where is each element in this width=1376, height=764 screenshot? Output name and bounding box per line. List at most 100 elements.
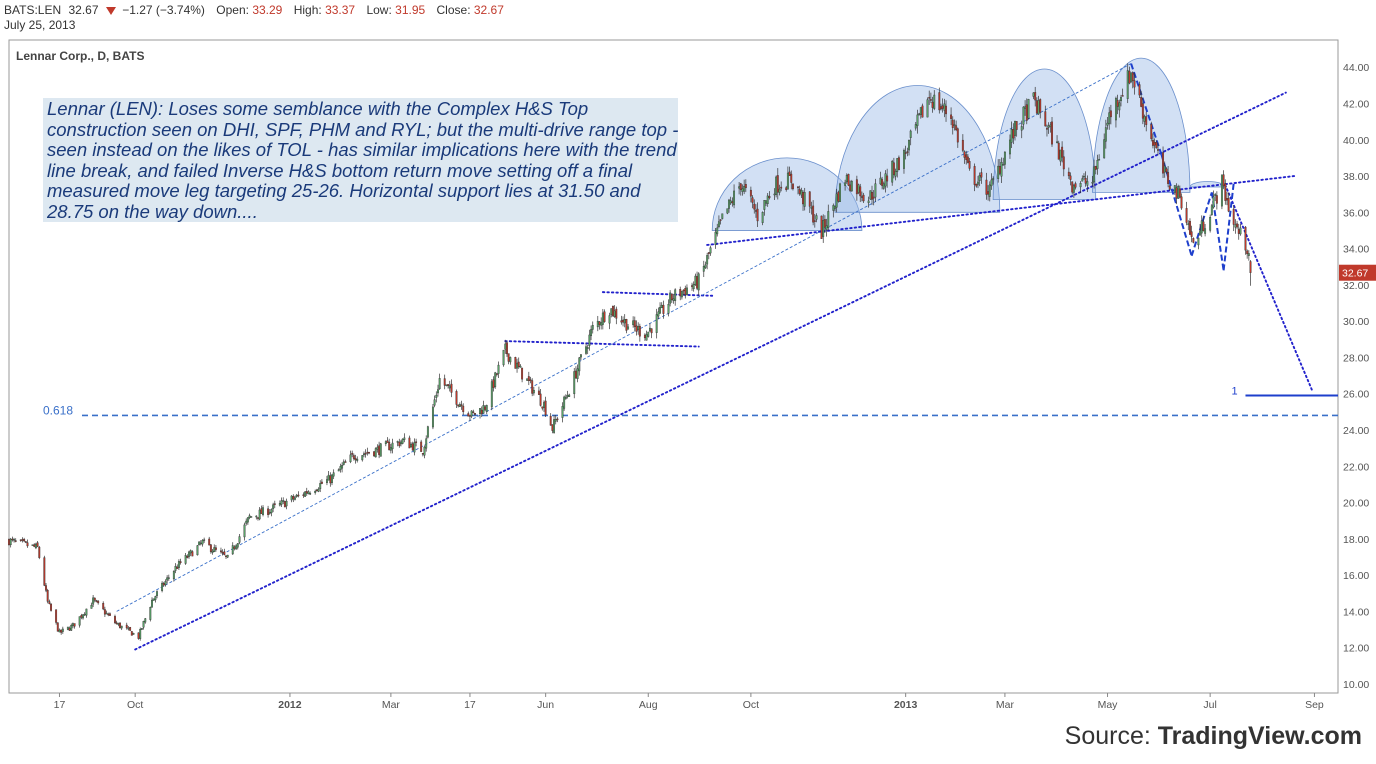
candle-body [1032, 92, 1035, 97]
candle-body [297, 494, 300, 497]
candle-body [408, 437, 411, 449]
candle-body [166, 577, 169, 581]
candle-body [384, 441, 387, 445]
candle-body [526, 378, 529, 381]
inner-channel-line [116, 63, 1132, 612]
candle-body [633, 320, 636, 327]
candle-body [327, 474, 330, 481]
candle-body [847, 174, 850, 186]
candle-body [638, 325, 641, 337]
y-tick-label: 36.00 [1343, 207, 1369, 219]
candle-body [625, 319, 628, 331]
candle-body [1199, 230, 1202, 236]
candle-body [739, 183, 742, 190]
candle-body [850, 181, 853, 192]
candle-body [1190, 231, 1193, 237]
candle-body [474, 413, 476, 415]
high-label: High: [293, 3, 322, 17]
candle-body [309, 493, 312, 495]
candle-body [537, 390, 540, 395]
candle-body [1118, 102, 1121, 111]
candle-body [1197, 237, 1200, 246]
candle-body [692, 284, 695, 290]
candle-body [709, 247, 712, 254]
candle-body [295, 494, 298, 497]
y-tick-label: 20.00 [1343, 498, 1369, 510]
candle-body [231, 545, 234, 555]
candle-body [320, 481, 323, 484]
candle-body [225, 555, 227, 557]
candle-body [1003, 151, 1006, 165]
candle-body [363, 453, 365, 456]
candle-body [250, 516, 253, 518]
candle-body [60, 629, 63, 633]
candle-body [267, 508, 270, 515]
candle-body [1037, 100, 1040, 115]
candle-body [1140, 97, 1143, 107]
candle-body [564, 397, 567, 399]
candle-body [480, 409, 483, 414]
candle-body [262, 507, 264, 515]
candle-body [1128, 70, 1131, 84]
candle-body [1237, 229, 1240, 234]
candle-body [780, 186, 783, 189]
candle-body [990, 179, 993, 187]
candle-body [243, 524, 246, 538]
candle-body [578, 357, 581, 372]
candle-body [415, 441, 418, 443]
candle-body [585, 346, 587, 354]
candle-body [657, 311, 660, 317]
candle-body [423, 446, 426, 456]
candle-body [961, 139, 964, 151]
candle-body [731, 201, 734, 204]
candle-body [108, 613, 111, 616]
candle-body [83, 613, 86, 616]
candle-body [55, 609, 58, 623]
candle-body [140, 628, 143, 630]
candle-body [977, 181, 979, 185]
candle-body [707, 252, 710, 254]
candle-body [738, 186, 741, 189]
candle-body [156, 591, 158, 596]
candle-body [314, 491, 317, 493]
candle-body [1000, 161, 1003, 177]
candle-body [815, 215, 818, 220]
candle-body [1226, 198, 1228, 201]
candle-body [1141, 103, 1144, 119]
x-tick-label: Jun [537, 699, 554, 711]
candle-body [105, 612, 108, 615]
candle-body [376, 446, 379, 450]
candle-body [1116, 100, 1119, 107]
candle-body [1056, 141, 1059, 144]
candle-body [1093, 166, 1096, 183]
candle-body [172, 571, 175, 580]
candle-body [114, 616, 116, 623]
axes-layer: 10.00 12.00 14.00 16.00 18.00 20.00 22.00 24.00… [54, 62, 1376, 711]
candle-body [129, 626, 132, 631]
candle-body [733, 190, 736, 206]
candle-body [90, 604, 93, 609]
trendlines-layer: 0.618 1 [43, 63, 1338, 651]
candle-body [50, 603, 53, 611]
y-tick-label: 38.00 [1343, 171, 1369, 183]
candle-body [484, 406, 487, 410]
candle-body [1071, 181, 1074, 193]
candle-body [1094, 165, 1097, 170]
low-value: 31.95 [395, 3, 426, 17]
hs-shapes-layer [711, 58, 1226, 231]
candle-body [1131, 72, 1134, 82]
open-value: 33.29 [252, 3, 283, 17]
candle-body [273, 503, 276, 505]
candle-body [152, 598, 155, 601]
candle-body [142, 620, 145, 628]
candle-body [1244, 226, 1247, 251]
candle-body [85, 608, 88, 616]
candle-body [132, 632, 135, 635]
candle-body [674, 289, 677, 301]
candle-body [351, 452, 354, 455]
candle-body [1236, 223, 1239, 228]
candle-body [410, 443, 413, 447]
candle-body [56, 622, 59, 632]
candle-body [450, 383, 453, 393]
candle-body [992, 178, 995, 181]
